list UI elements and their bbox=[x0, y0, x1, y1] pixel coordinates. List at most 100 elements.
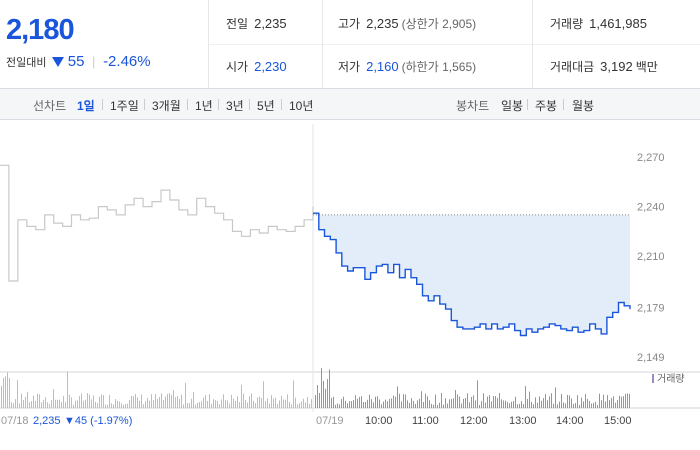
volume-bar bbox=[39, 394, 40, 408]
volume-bar bbox=[575, 403, 576, 408]
change-row: 전일대비 55 | -2.46% bbox=[6, 53, 151, 70]
tab-daily[interactable]: 일봉 bbox=[501, 99, 524, 113]
volume-bar bbox=[627, 393, 628, 408]
volume-bar bbox=[541, 400, 542, 408]
volume-bar bbox=[513, 400, 514, 408]
tab-1y[interactable]: 1년 bbox=[195, 99, 213, 113]
volume-bar bbox=[175, 397, 176, 408]
amount-unit: 백만 bbox=[635, 60, 658, 74]
volume-bar bbox=[363, 401, 364, 408]
volume-bar bbox=[563, 402, 564, 408]
tab-weekly[interactable]: 주봉 bbox=[535, 99, 558, 113]
volume-bar bbox=[473, 395, 474, 408]
divider bbox=[281, 99, 282, 110]
volume-bar bbox=[135, 393, 136, 408]
volume-bar bbox=[239, 402, 240, 408]
volume-bar bbox=[483, 393, 484, 408]
volume-bar bbox=[371, 399, 372, 408]
volume-bar bbox=[99, 396, 100, 408]
volume-bar bbox=[507, 402, 508, 408]
x-tick-label: 12:00 bbox=[460, 415, 488, 427]
volume-bar bbox=[585, 394, 586, 408]
volume-bar bbox=[549, 396, 550, 408]
volume-bar bbox=[431, 403, 432, 408]
volume-bar bbox=[375, 396, 376, 408]
tab-1d[interactable]: 1일 bbox=[77, 99, 95, 113]
prev-day-date: 07/18 bbox=[1, 415, 29, 427]
tab-3y[interactable]: 3년 bbox=[226, 99, 244, 113]
volume-bar bbox=[461, 403, 462, 408]
volume-bar bbox=[21, 393, 22, 408]
volume-bar bbox=[119, 401, 120, 408]
volume-bar bbox=[211, 403, 212, 408]
volume-bar bbox=[509, 403, 510, 408]
divider bbox=[187, 99, 188, 110]
volume-bar bbox=[45, 397, 46, 408]
volume-bar bbox=[237, 396, 238, 408]
volume-bar bbox=[263, 381, 264, 408]
volume-bar bbox=[307, 397, 308, 408]
volume-bar bbox=[577, 395, 578, 408]
volume-bar bbox=[291, 404, 292, 408]
volume-bar bbox=[215, 400, 216, 408]
volume-bar bbox=[107, 404, 108, 408]
volume-bar bbox=[185, 382, 186, 408]
volume-bar bbox=[41, 402, 42, 408]
volume-bar bbox=[373, 402, 374, 408]
volume-bar bbox=[609, 399, 610, 408]
volume-bar bbox=[217, 401, 218, 408]
volume-bar bbox=[303, 398, 304, 408]
volume-bar bbox=[481, 401, 482, 408]
volume-bar bbox=[329, 369, 330, 408]
volume-bar bbox=[167, 394, 168, 408]
volume-bar bbox=[123, 404, 124, 408]
volume-bar bbox=[339, 404, 340, 408]
volume-bar bbox=[355, 395, 356, 408]
tab-3m[interactable]: 3개월 bbox=[152, 99, 181, 113]
volume-bar bbox=[145, 401, 146, 408]
volume-bar bbox=[349, 401, 350, 408]
volume-bar bbox=[625, 393, 626, 408]
volume-bar bbox=[457, 394, 458, 408]
volume-bar bbox=[595, 401, 596, 408]
volume-bar bbox=[579, 404, 580, 408]
volume-bar bbox=[193, 391, 194, 408]
y-tick-label: 2,240 bbox=[637, 202, 665, 214]
volume-bar bbox=[417, 400, 418, 408]
tab-5y[interactable]: 5년 bbox=[257, 99, 275, 113]
volume-bar bbox=[323, 380, 324, 408]
x-tick-label: 13:00 bbox=[509, 415, 537, 427]
volume-bar bbox=[69, 394, 70, 408]
volume-bar bbox=[421, 391, 422, 408]
volume-bar bbox=[587, 398, 588, 408]
volume-bar bbox=[413, 400, 414, 408]
volume-bar bbox=[103, 395, 104, 408]
volume-bar bbox=[157, 399, 158, 408]
volume-bar bbox=[35, 400, 36, 408]
volume-bar bbox=[171, 395, 172, 408]
volume-stat: 거래량 1,461,985 bbox=[550, 15, 647, 32]
volume-bar bbox=[443, 404, 444, 408]
volume-bar bbox=[503, 400, 504, 408]
prev-close-label: 전일 bbox=[226, 17, 249, 31]
volume-bar bbox=[105, 404, 106, 408]
volume-bar bbox=[245, 400, 246, 408]
volume-bar bbox=[475, 400, 476, 408]
volume-bar bbox=[597, 404, 598, 408]
volume-bar bbox=[251, 393, 252, 408]
volume-bar bbox=[95, 401, 96, 408]
volume-bar bbox=[497, 397, 498, 408]
tab-monthly[interactable]: 월봉 bbox=[572, 99, 595, 113]
tab-10y[interactable]: 10년 bbox=[289, 99, 314, 113]
col-divider bbox=[322, 0, 323, 88]
tab-1w[interactable]: 1주일 bbox=[110, 99, 139, 113]
volume-bar bbox=[305, 402, 306, 408]
volume-bar bbox=[495, 396, 496, 408]
volume-bar bbox=[381, 404, 382, 408]
prev-close-value: 2,235 bbox=[254, 16, 287, 31]
volume-bar bbox=[231, 394, 232, 408]
divider: | bbox=[92, 54, 96, 69]
candle-chart-label: 봉차트 bbox=[456, 99, 490, 113]
volume-bar bbox=[435, 394, 436, 408]
x-tick-label: 15:00 bbox=[604, 415, 632, 427]
